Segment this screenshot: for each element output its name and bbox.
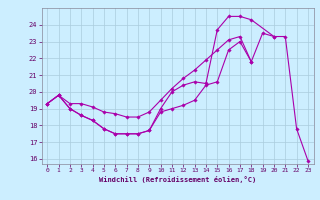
X-axis label: Windchill (Refroidissement éolien,°C): Windchill (Refroidissement éolien,°C) (99, 176, 256, 183)
